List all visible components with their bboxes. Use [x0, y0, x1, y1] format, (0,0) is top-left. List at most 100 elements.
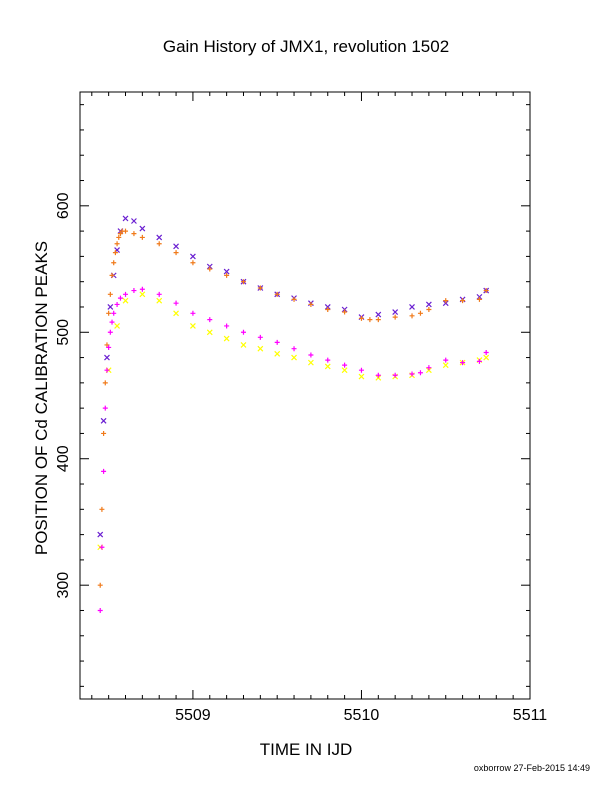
data-point: [114, 241, 120, 247]
data-point: [442, 300, 449, 307]
data-point: [425, 301, 432, 308]
data-point: [189, 253, 196, 260]
data-point: [114, 301, 120, 307]
data-point: [291, 346, 297, 352]
data-point: [476, 293, 483, 300]
data-point: [139, 286, 145, 292]
x-tick-label: 5510: [344, 707, 380, 724]
data-point: [117, 295, 123, 301]
data-point: [122, 215, 129, 222]
data-point: [107, 304, 114, 310]
y-tick-label: 500: [55, 319, 72, 346]
data-point: [173, 300, 179, 306]
data-point: [156, 297, 163, 304]
data-point: [107, 329, 113, 335]
data-point: [460, 360, 466, 366]
series-4: [97, 286, 489, 613]
data-point: [342, 309, 348, 315]
data-point: [291, 296, 297, 302]
data-point: [223, 268, 230, 275]
data-point: [476, 358, 482, 364]
data-point: [417, 310, 423, 316]
data-point: [392, 372, 398, 378]
data-point: [206, 329, 213, 336]
data-point: [460, 298, 466, 304]
data-point: [173, 250, 179, 256]
data-point: [240, 279, 246, 285]
data-point: [358, 373, 365, 380]
plot-frame: [79, 91, 531, 700]
data-point: [257, 285, 263, 291]
data-point: [324, 304, 331, 310]
x-axis-label: TIME IN IJD: [260, 740, 353, 759]
data-point: [325, 307, 331, 313]
footer-credit: oxborrow 27-Feb-2015 14:49: [474, 763, 590, 773]
data-point: [483, 354, 490, 361]
data-point: [131, 288, 137, 294]
data-point: [122, 297, 129, 304]
data-point: [257, 334, 263, 340]
data-point: [392, 314, 398, 320]
data-point: [131, 231, 137, 237]
data-point: [425, 367, 432, 374]
data-point: [443, 298, 449, 304]
data-point: [111, 310, 117, 316]
x-tick-label: 5511: [513, 707, 548, 724]
data-point: [409, 304, 415, 310]
data-point: [442, 362, 449, 369]
data-point: [207, 317, 213, 323]
data-point: [409, 313, 415, 319]
y-axis-label: POSITION OF Cd CALIBRATION PEAKS: [32, 241, 51, 555]
data-point: [240, 329, 246, 335]
data-point: [173, 310, 179, 317]
data-point: [106, 344, 112, 350]
data-point: [476, 296, 482, 302]
data-point: [426, 365, 432, 371]
data-point: [99, 544, 105, 550]
data-point: [417, 370, 423, 376]
data-point: [139, 291, 146, 298]
data-point: [375, 372, 381, 378]
data-point: [367, 317, 373, 323]
data-point: [109, 272, 115, 278]
data-point: [291, 354, 297, 361]
data-point: [102, 405, 108, 411]
data-point: [443, 357, 449, 363]
chart-title: Gain History of JMX1, revolution 1502: [163, 37, 449, 56]
data-point: [426, 307, 432, 313]
data-point: [274, 350, 281, 357]
data-point: [307, 359, 314, 366]
data-point: [101, 430, 107, 436]
data-point: [97, 582, 103, 588]
data-point: [123, 228, 129, 234]
data-point: [104, 367, 110, 373]
data-point: [104, 342, 110, 348]
data-point: [106, 310, 112, 316]
data-point: [342, 362, 348, 368]
data-point: [358, 315, 364, 321]
data-point: [104, 354, 110, 361]
data-point: [156, 291, 162, 297]
data-point: [207, 266, 213, 272]
series-2: [97, 228, 489, 588]
data-point: [101, 468, 107, 474]
data-point: [206, 263, 213, 270]
data-point: [274, 339, 280, 345]
data-point: [99, 506, 105, 512]
data-point: [257, 345, 264, 352]
data-point: [114, 323, 121, 329]
data-point: [189, 323, 196, 329]
y-axis: 300 400 500 600: [55, 104, 530, 687]
data-point: [308, 352, 314, 358]
data-point: [483, 288, 489, 294]
data-point: [409, 371, 415, 377]
series-1: [97, 215, 490, 538]
data-point: [224, 272, 230, 278]
data-point: [173, 243, 179, 250]
series-3: [97, 291, 490, 551]
data-point: [190, 260, 196, 266]
data-point: [97, 607, 103, 613]
data-point: [107, 291, 113, 297]
data-point: [112, 250, 118, 256]
